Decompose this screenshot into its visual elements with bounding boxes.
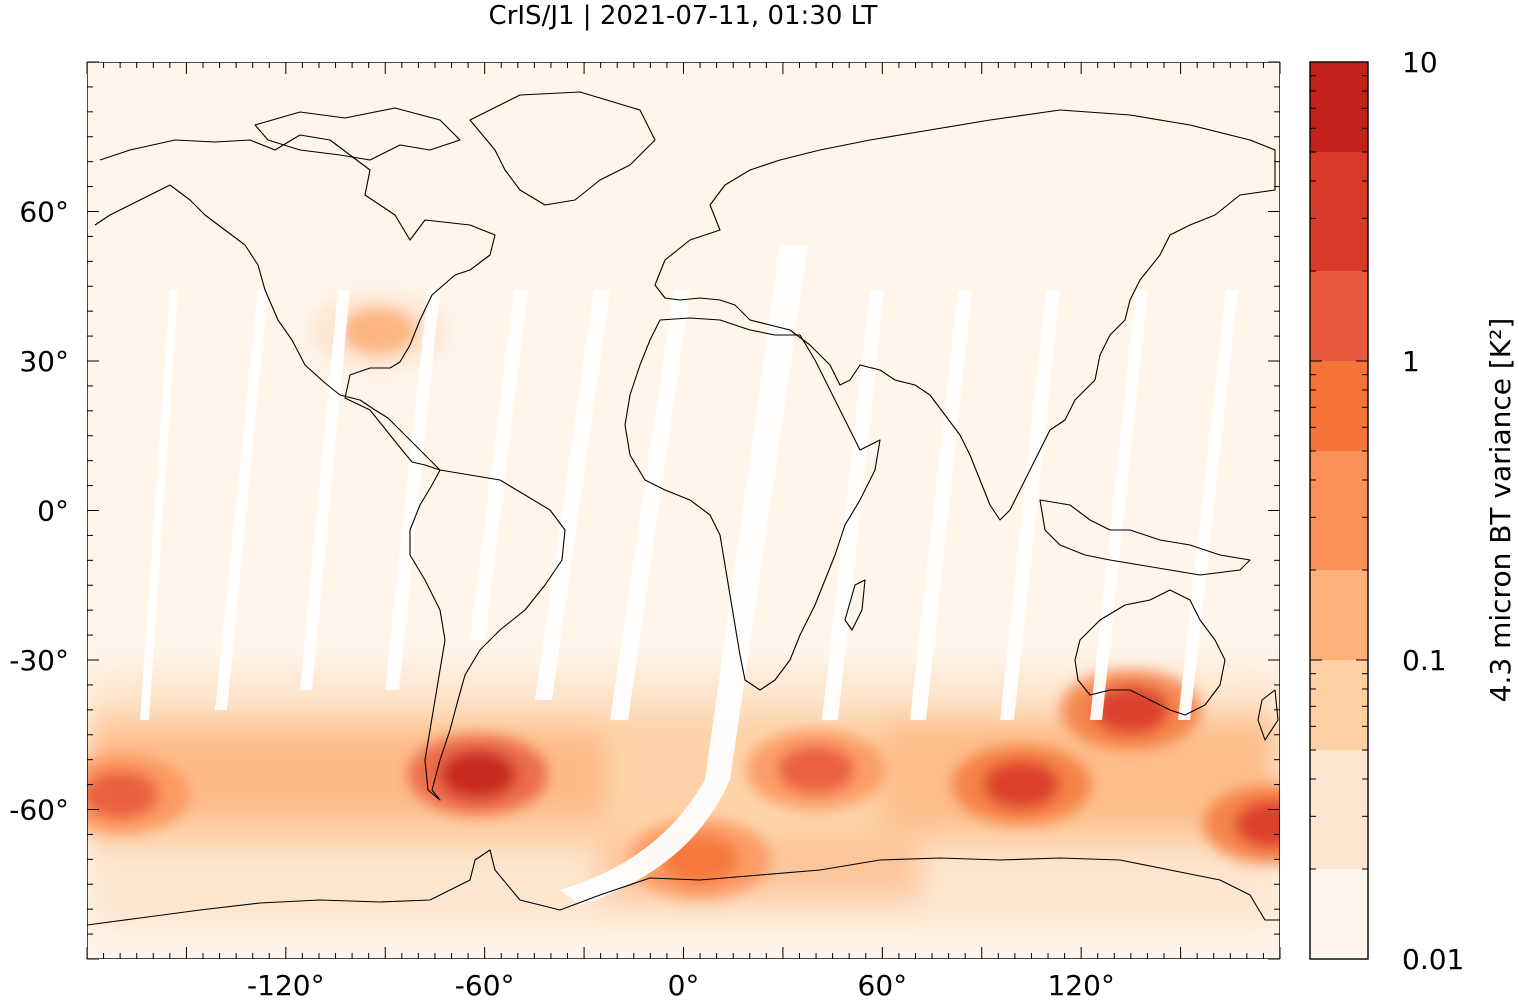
y-tick-label: 30° bbox=[19, 345, 69, 378]
x-tick-label: 0° bbox=[668, 969, 700, 1002]
coastline-south-america bbox=[409, 469, 566, 801]
colorbar-tick-labels: 10 1 0.1 0.01 bbox=[1402, 46, 1464, 976]
map-panel bbox=[87, 62, 1280, 959]
coastline-madagascar bbox=[844, 579, 866, 631]
orbit-gap bbox=[140, 290, 178, 720]
y-tick-label: -30° bbox=[9, 644, 69, 677]
coastline-north-america bbox=[94, 134, 496, 471]
colorbar-segment bbox=[1310, 660, 1368, 751]
coastline-arctic-islands bbox=[254, 107, 461, 161]
axis-ticks bbox=[86, 61, 1281, 960]
hotspot-core bbox=[983, 760, 1060, 809]
orbit-gap bbox=[910, 290, 972, 720]
hotspot-core bbox=[1235, 800, 1280, 849]
orbit-gap bbox=[215, 290, 268, 710]
hotspot-core bbox=[87, 770, 159, 819]
colorbar-tick-label: 0.1 bbox=[1402, 644, 1447, 677]
orbit-gap bbox=[610, 290, 690, 720]
colorbar-frame bbox=[1309, 61, 1369, 960]
coastline-antarctica bbox=[87, 849, 1280, 926]
orbit-gap bbox=[705, 245, 808, 780]
coastline-eurasia bbox=[654, 109, 1276, 521]
colorbar-label: 4.3 micron BT variance [K²] bbox=[1484, 318, 1517, 703]
orbit-gap-arc bbox=[560, 780, 730, 905]
coastline-southeast-asia bbox=[1039, 499, 1251, 576]
colorbar-segment bbox=[1310, 270, 1368, 361]
x-axis-tick-labels: -120° -60° 0° 60° 120° bbox=[247, 969, 1115, 1002]
y-tick-label: 60° bbox=[19, 196, 69, 229]
hotspot bbox=[87, 754, 191, 835]
hotspot-layer bbox=[87, 291, 1280, 900]
orbit-gaps bbox=[140, 245, 1238, 905]
colorbar-segment bbox=[1310, 868, 1368, 959]
colorbar-segment bbox=[1310, 62, 1368, 153]
hotspot-core bbox=[778, 745, 855, 794]
coastline-greenland bbox=[469, 91, 656, 206]
orbit-gap bbox=[1000, 290, 1060, 720]
hotspot bbox=[1203, 784, 1280, 865]
coastline-africa bbox=[624, 317, 881, 691]
chart-title: CrIS/J1 | 2021-07-11, 01:30 LT bbox=[489, 1, 878, 31]
x-tick-label: -60° bbox=[455, 969, 515, 1002]
y-tick-label: 0° bbox=[37, 495, 69, 528]
colorbar-segment bbox=[1310, 569, 1368, 660]
orbit-gap bbox=[1178, 290, 1238, 720]
colorbar-tick-label: 0.01 bbox=[1402, 943, 1464, 976]
x-tick-label: 120° bbox=[1047, 969, 1114, 1002]
y-axis-tick-labels: 60° 30° 0° -30° -60° bbox=[9, 196, 69, 827]
y-tick-label: -60° bbox=[9, 794, 69, 827]
orbit-gap bbox=[1090, 290, 1148, 720]
orbit-gap bbox=[470, 290, 528, 640]
colorbar-segment bbox=[1310, 152, 1368, 271]
hotspot bbox=[408, 734, 549, 815]
orbit-gap bbox=[822, 290, 884, 720]
colorbar-tick-label: 1 bbox=[1402, 345, 1420, 378]
hotspot bbox=[951, 744, 1092, 825]
hotspot-core bbox=[440, 750, 517, 799]
colorbar-segment bbox=[1310, 361, 1368, 452]
hotspot-core bbox=[340, 307, 417, 356]
hotspot-core bbox=[1092, 685, 1169, 734]
colorbar-segment bbox=[1310, 451, 1368, 570]
x-tick-label: 60° bbox=[858, 969, 908, 1002]
coastline-new-zealand bbox=[1257, 689, 1279, 741]
orbit-gap bbox=[300, 290, 350, 690]
coastlines bbox=[87, 91, 1280, 926]
colorbar-tick-label: 10 bbox=[1402, 46, 1438, 79]
hotspot bbox=[746, 729, 887, 810]
x-tick-label: -120° bbox=[247, 969, 325, 1002]
colorbar bbox=[1309, 61, 1369, 960]
orbit-gap bbox=[385, 290, 440, 690]
orbit-gap bbox=[535, 290, 610, 700]
colorbar-segment bbox=[1310, 750, 1368, 869]
coastline-australia bbox=[1074, 589, 1226, 716]
